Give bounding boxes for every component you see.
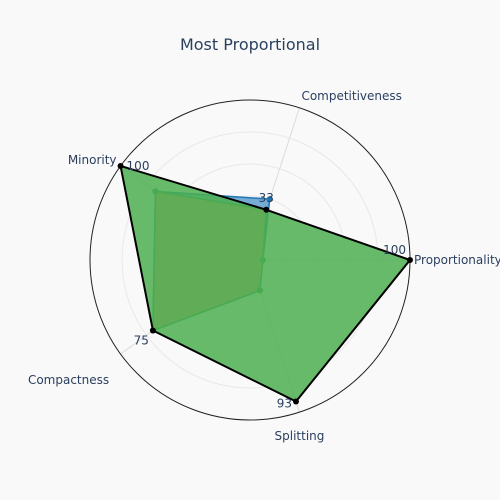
axis-label-competitiveness: Competitiveness <box>301 89 401 103</box>
value-label-minority: 100 <box>127 159 150 173</box>
value-label-compactness: 75 <box>134 334 149 348</box>
chart-title: Most Proportional <box>180 35 320 54</box>
series-1-point-splitting <box>292 398 299 405</box>
axis-label-splitting: Splitting <box>275 429 325 443</box>
series-1-point-competitiveness <box>263 206 270 213</box>
series-3-point-competitiveness <box>266 196 273 203</box>
series-1-point-compactness <box>149 327 156 334</box>
axis-label-compactness: Compactness <box>28 373 109 387</box>
radar-series <box>117 162 413 405</box>
value-label-splitting: 93 <box>277 397 292 411</box>
series-1 <box>117 162 413 405</box>
series-1-point-proportionality <box>407 257 413 263</box>
series-1-area <box>119 164 411 403</box>
radar-labels: Competitiveness Proportionality Splitting C… <box>28 89 500 443</box>
axis-label-proportionality: Proportionality <box>414 253 500 267</box>
value-label-competitiveness: 33 <box>259 191 274 205</box>
series-1-point-minority <box>117 162 124 169</box>
value-label-proportionality: 100 <box>383 243 406 257</box>
axis-label-minority: Minority <box>68 153 117 167</box>
